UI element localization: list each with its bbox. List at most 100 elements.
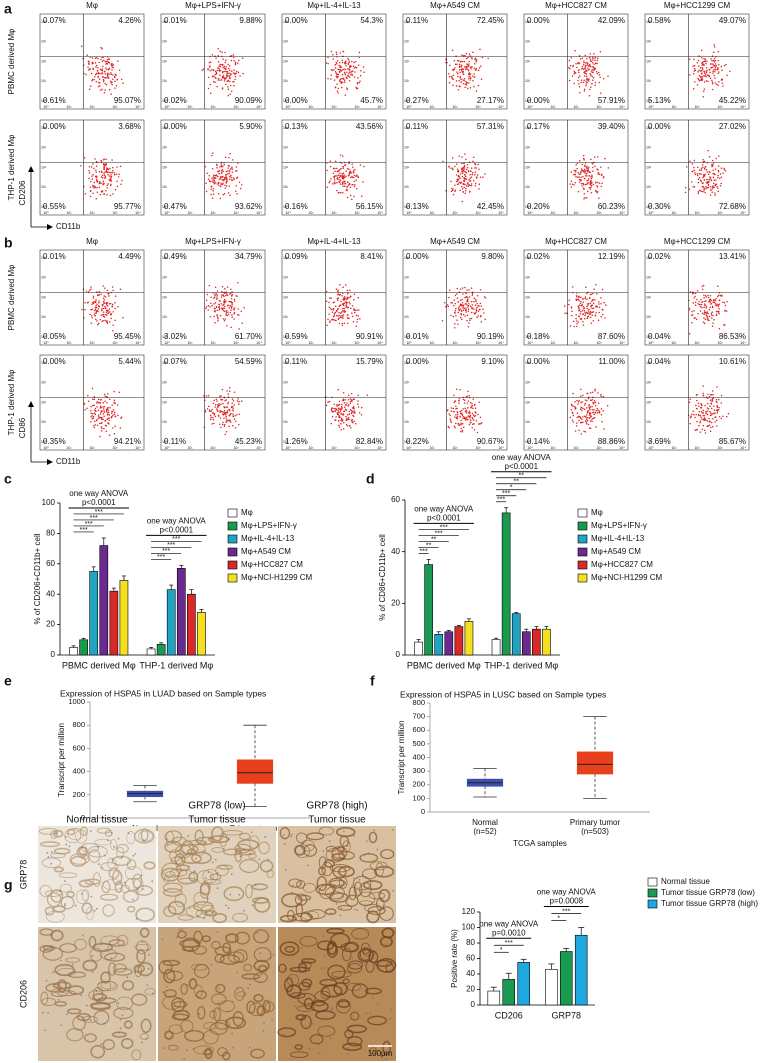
event-dot [472,308,475,310]
event-dot [460,412,462,415]
event-dot [711,399,714,401]
tissue-texture [380,848,395,860]
event-dot [356,321,358,323]
y-tick-label: 0 [421,807,425,816]
tissue-texture [82,959,98,972]
event-dot [205,182,207,185]
tissue-texture [298,962,307,973]
event-dot [338,424,340,427]
event-dot [469,76,471,78]
tissue-texture [336,846,345,853]
event-dot [479,416,482,418]
event-dot [464,54,466,57]
nucleus [124,881,126,884]
nucleus [148,953,150,956]
event-dot [344,72,346,75]
event-dot [343,302,346,304]
event-dot [692,65,694,67]
nucleus [107,839,109,842]
legend-swatch [577,521,588,531]
tissue-texture [375,862,384,878]
event-dot [450,410,453,412]
event-dot [466,319,468,322]
event-dot [580,300,582,303]
axis-tick-label: 10² [89,105,95,109]
y-tick-label: 40 [46,589,55,598]
event-dot [230,306,232,308]
event-dot [451,167,454,169]
event-dot [108,423,110,425]
event-dot [211,408,213,411]
tissue-texture [225,933,239,944]
event-dot [475,167,477,169]
tissue-texture [351,983,369,999]
event-dot [457,73,459,75]
event-dot [101,88,103,91]
event-dot [357,394,359,396]
sample-size: (n=503) [581,827,609,836]
event-dot [473,297,476,300]
event-dot [586,400,588,402]
tissue-texture [359,947,371,961]
event-dot [585,80,587,83]
event-dot [106,305,108,307]
event-dot [229,304,231,307]
event-dot [464,86,466,88]
event-dot [338,403,341,406]
event-dot [113,172,116,174]
event-dot [341,174,343,177]
event-dot [583,88,586,91]
nucleus [231,1000,234,1003]
event-dot [724,310,726,312]
event-dot [580,176,582,178]
event-dot [584,164,586,166]
event-dot [717,59,720,62]
tissue-texture [193,984,203,998]
event-dot [339,304,341,306]
event-dot [93,426,96,429]
event-dot [204,411,207,413]
event-dot [469,177,471,179]
event-dot [94,185,96,187]
event-dot [349,194,352,197]
axis-tick-label: 10⁴ [498,105,504,109]
tissue-texture [100,862,119,872]
event-dot [703,187,705,189]
event-dot [219,423,221,426]
quadrant-value: 0.58% [648,16,671,25]
event-dot [106,184,109,187]
event-dot [600,413,603,416]
nucleus [335,877,338,880]
tissue-texture [101,880,111,894]
event-dot [341,403,343,406]
event-dot [215,306,218,309]
quadrant-value: 5.44% [118,357,141,366]
event-dot [203,395,205,397]
event-dot [714,77,716,79]
event-dot [327,62,329,65]
event-dot [589,313,592,315]
event-dot [95,318,97,321]
event-dot [592,79,594,81]
event-dot [350,392,353,395]
event-dot [91,61,93,64]
event-dot [591,174,593,177]
nucleus [119,1027,122,1030]
event-dot [352,166,354,168]
event-dot [112,311,114,313]
event-dot [594,401,596,404]
event-dot [96,294,99,296]
nucleus [176,936,179,939]
event-dot [86,54,88,56]
legend-label: Mφ+NCI-H1299 CM [591,573,663,582]
tissue-texture [241,973,261,980]
event-dot [583,62,585,64]
event-dot [229,421,232,423]
event-dot [353,180,356,183]
event-dot [722,415,724,417]
event-dot [205,307,207,310]
event-dot [225,294,227,297]
event-dot [573,184,575,186]
event-dot [338,179,341,181]
event-dot [223,178,226,181]
